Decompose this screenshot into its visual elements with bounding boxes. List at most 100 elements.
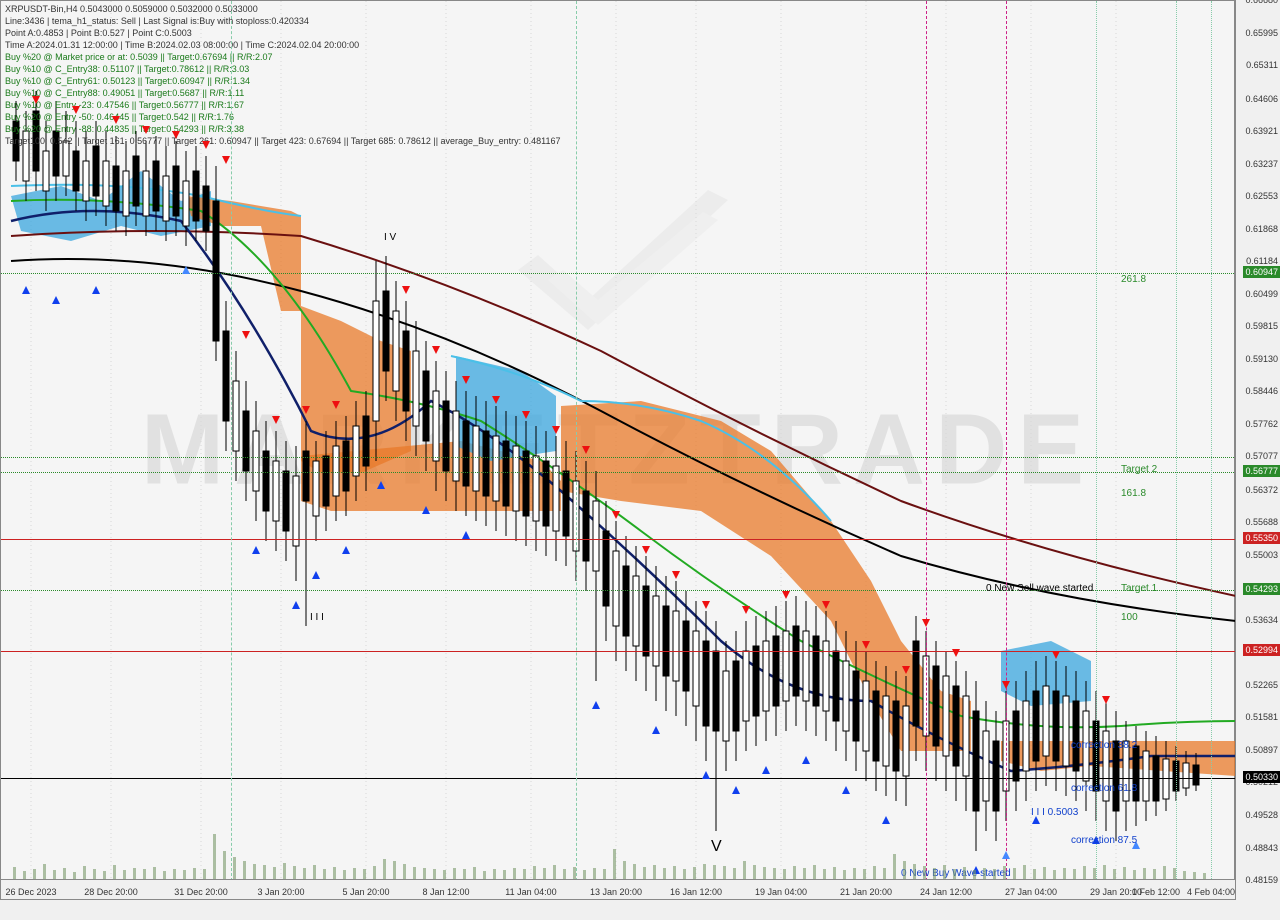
volume-bar <box>973 870 976 879</box>
volume-bar <box>1103 865 1106 879</box>
volume-bar <box>233 857 236 879</box>
price-tag: 0.52994 <box>1243 644 1280 656</box>
buy-arrow-icon <box>842 786 850 794</box>
volume-bar <box>863 869 866 879</box>
y-tick: 0.57077 <box>1245 451 1278 461</box>
volume-bar <box>573 867 576 879</box>
chart-label: correction 87.5 <box>1071 835 1137 846</box>
volume-bar <box>713 865 716 879</box>
chart-label: Target 2 <box>1121 464 1157 475</box>
volume-bar <box>703 864 706 879</box>
sell-arrow-icon <box>582 446 590 454</box>
price-tag: 0.60947 <box>1243 266 1280 278</box>
volume-bar <box>183 870 186 879</box>
buy-arrow-icon <box>22 286 30 294</box>
watermark-text: MARKETZTRADE <box>141 393 1094 508</box>
chart-area[interactable]: MARKETZTRADE <box>0 0 1235 900</box>
volume-bar <box>313 865 316 879</box>
y-tick: 0.60499 <box>1245 289 1278 299</box>
volume-bar <box>133 868 136 879</box>
sell-arrow-icon <box>222 156 230 164</box>
volume-bar <box>933 868 936 879</box>
y-tick: 0.63237 <box>1245 159 1278 169</box>
volume-bar <box>633 864 636 879</box>
x-tick: 19 Jan 04:00 <box>755 887 807 897</box>
price-tag: 0.50330 <box>1243 771 1280 783</box>
volume-bar <box>853 868 856 879</box>
volume-bar <box>43 864 46 879</box>
header-info-block: XRPUSDT-Bin,H4 0.5043000 0.5059000 0.503… <box>5 3 560 147</box>
chart-label: I I I 0.5003 <box>1031 807 1078 818</box>
volume-bar <box>1033 869 1036 879</box>
sell-arrow-icon <box>822 601 830 609</box>
buy-arrow-icon <box>592 701 600 709</box>
volume-bar <box>953 869 956 879</box>
volume-bar <box>273 867 276 879</box>
volume-bar <box>1123 867 1126 879</box>
sell-arrow-icon <box>142 126 150 134</box>
volume-bar <box>73 872 76 879</box>
sell-arrow-icon <box>522 411 530 419</box>
volume-bar <box>833 867 836 879</box>
y-tick: 0.65311 <box>1246 60 1278 70</box>
sell-arrow-icon <box>1102 696 1110 704</box>
volume-bar <box>1003 866 1006 879</box>
y-tick: 0.53634 <box>1245 615 1278 625</box>
sell-arrow-icon <box>432 346 440 354</box>
volume-bar <box>303 868 306 879</box>
volume-bar <box>803 868 806 879</box>
buy-arrow-icon <box>462 531 470 539</box>
level-line <box>1 651 1236 652</box>
volume-bar <box>173 869 176 879</box>
volume-bar <box>913 864 916 879</box>
y-tick: 0.48159 <box>1245 875 1278 885</box>
vertical-marker <box>576 1 577 881</box>
volume-bar <box>693 867 696 879</box>
volume-bar <box>1043 867 1046 879</box>
volume-bar <box>463 869 466 879</box>
volume-bar <box>883 868 886 879</box>
chart-label: correction 38.2 <box>1071 740 1137 751</box>
sell-arrow-icon <box>862 641 870 649</box>
volume-bar <box>893 854 896 879</box>
y-tick: 0.56372 <box>1245 485 1278 495</box>
volume-bar <box>563 869 566 879</box>
volume-bar <box>83 866 86 879</box>
buy-arrow-icon <box>882 816 890 824</box>
volume-bar <box>123 870 126 879</box>
sell-arrow-icon <box>922 619 930 627</box>
volume-bar <box>663 868 666 879</box>
level-line <box>1 472 1236 473</box>
buy-arrow-icon <box>312 571 320 579</box>
x-tick: 28 Dec 20:00 <box>84 887 138 897</box>
volume-bar <box>143 869 146 879</box>
volume-bar <box>503 870 506 879</box>
level-line <box>1 539 1236 540</box>
y-axis: 0.666800.659950.653110.646060.639210.632… <box>1235 0 1280 900</box>
x-tick: 4 Feb 04:00 <box>1187 887 1235 897</box>
buy-arrow-icon <box>702 771 710 779</box>
volume-bar <box>213 834 216 879</box>
sell-arrow-icon <box>902 666 910 674</box>
volume-bar <box>1133 870 1136 879</box>
volume-bar <box>483 871 486 879</box>
y-tick: 0.59130 <box>1245 354 1278 364</box>
sell-arrow-icon <box>492 396 500 404</box>
volume-bar <box>513 868 516 879</box>
volume-bar <box>793 866 796 879</box>
y-tick: 0.52265 <box>1245 680 1278 690</box>
buy-arrow-icon <box>252 546 260 554</box>
vertical-marker <box>231 1 232 881</box>
sell-arrow-icon <box>462 376 470 384</box>
level-line <box>1 457 1236 458</box>
x-axis: 26 Dec 202328 Dec 20:0031 Dec 20:003 Jan… <box>1 879 1236 899</box>
buy-arrow-icon <box>342 546 350 554</box>
vertical-marker <box>1176 1 1177 881</box>
sell-arrow-icon <box>672 571 680 579</box>
sell-arrow-icon <box>1002 681 1010 689</box>
x-tick: 31 Dec 20:00 <box>174 887 228 897</box>
volume-bar <box>1093 868 1096 879</box>
volume-bar <box>743 861 746 879</box>
chart-label: 261.8 <box>1121 274 1146 285</box>
x-tick: 16 Jan 12:00 <box>670 887 722 897</box>
